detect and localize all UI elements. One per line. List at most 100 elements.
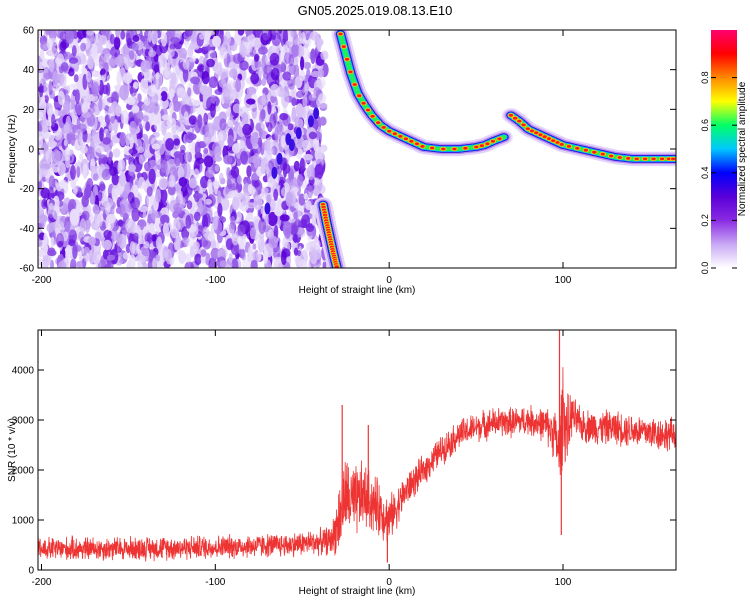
spectrogram-cell — [180, 197, 186, 205]
spectrogram-cell — [193, 211, 201, 222]
spectrogram-cell — [244, 30, 253, 36]
spectrogram-cell — [81, 111, 92, 119]
spectrogram-cell — [47, 213, 54, 224]
spectrogram-cell — [46, 37, 54, 49]
spectrogram-cell — [210, 103, 216, 118]
spectrogram-cell — [190, 76, 201, 85]
spectrogram-cell — [240, 150, 249, 165]
spectrogram-cell — [69, 209, 80, 226]
ridge-peak — [341, 45, 346, 48]
spectrogram-cell — [264, 202, 271, 215]
spectrogram-cell — [250, 260, 258, 268]
spectrogram-cell — [184, 30, 193, 37]
spectrogram-cell — [305, 200, 312, 211]
spectrogram-cell — [248, 254, 254, 262]
spectrogram-cell — [63, 121, 70, 135]
spectrogram-cell — [43, 94, 49, 104]
spectrogram-cell — [119, 67, 126, 81]
spectrogram-cell — [249, 148, 254, 158]
spectrogram-cell — [63, 139, 68, 147]
spectrogram-cell — [74, 138, 83, 151]
spectrogram-cell — [51, 166, 60, 173]
spectrogram-cell — [76, 166, 81, 178]
spectrogram-cell — [47, 139, 58, 148]
spectrogram-cell — [87, 55, 94, 70]
spectrogram-cell — [126, 260, 132, 268]
spectrogram-cell — [170, 125, 181, 136]
spectrogram-cell — [139, 246, 150, 262]
spectrogram-cell — [271, 32, 282, 47]
spectrogram-cell — [218, 78, 226, 88]
spectrogram-cell — [193, 168, 200, 179]
spectrogram-cell — [127, 164, 137, 172]
spectrogram-cell — [306, 185, 314, 199]
spectrogram-cell — [237, 224, 246, 237]
spectrogram-cell — [301, 214, 311, 229]
spectrogram-cell — [92, 204, 100, 215]
spectrogram-cell — [298, 259, 308, 268]
spectrogram-cell — [241, 192, 251, 206]
spectrogram-cell — [45, 149, 55, 163]
spectrogram-cell — [221, 41, 230, 51]
spectrogram-cell — [132, 242, 139, 255]
spectrogram-cell — [197, 63, 205, 72]
spectrogram-cell — [203, 112, 209, 126]
spectrogram-cell — [48, 46, 58, 58]
ridge-peak — [352, 83, 357, 86]
spectrogram-cell — [72, 89, 77, 97]
spectrogram-cell — [187, 87, 192, 97]
spectrogram-cell — [126, 38, 133, 47]
spectrogram-cell — [217, 202, 223, 217]
spectrogram-cell — [97, 115, 105, 123]
spectrogram-cell — [131, 42, 139, 52]
spectrogram-cell — [231, 234, 239, 246]
spectrogram-cell — [73, 74, 79, 83]
spectrogram-cell — [43, 82, 49, 96]
spectrogram-cell — [58, 260, 67, 268]
spectrogram-cell — [80, 42, 86, 52]
spectrogram-cell — [160, 159, 168, 174]
spectrogram-cell — [70, 258, 76, 265]
spectrogram-cell — [70, 164, 76, 180]
spectrogram-cell — [158, 59, 164, 74]
spectrogram-cell — [100, 30, 111, 36]
spectrogram-cell — [82, 67, 88, 75]
spectrogram-cell — [261, 78, 267, 86]
spectrogram-cell — [286, 256, 291, 263]
spectrogram-cell — [230, 165, 240, 179]
spectrogram-cell — [246, 212, 254, 221]
spectrogram-cell — [49, 58, 55, 73]
spectrogram-cell — [200, 175, 209, 189]
spectrogram-cell — [184, 261, 194, 268]
spectrogram-cell — [302, 94, 308, 108]
spectrogram-cell — [60, 62, 69, 72]
spectrogram-cell — [148, 50, 157, 57]
spectrogram-cell — [160, 86, 169, 94]
spectrogram-cell — [77, 187, 82, 195]
spectrogram-cell — [115, 30, 121, 39]
spectrogram-cell — [263, 64, 273, 76]
spectrogram-cell — [279, 112, 289, 121]
spectrogram-cell — [303, 61, 312, 70]
spectrogram-cell — [262, 157, 268, 170]
spectrogram-cell — [159, 97, 169, 109]
spectrogram-cell — [48, 202, 54, 211]
spectrogram-cell — [57, 90, 65, 105]
spectrogram-cell — [295, 103, 304, 118]
spectrogram-cell — [80, 85, 90, 100]
spectrogram-cell — [72, 243, 78, 260]
spectrogram-cell — [249, 227, 257, 240]
spectrogram-cell — [48, 80, 54, 96]
spectrogram-cell — [261, 93, 267, 106]
spectrogram-cell — [207, 233, 216, 242]
spectrogram-cell — [82, 246, 91, 263]
spectrogram-cell — [42, 254, 52, 267]
spectrogram-cell — [212, 216, 218, 231]
spectrogram-cell — [132, 30, 137, 36]
spectrogram-cell — [303, 153, 313, 161]
spectrogram-cell — [140, 78, 149, 93]
spectrogram-cell — [200, 249, 207, 257]
spectrogram-cell — [319, 116, 327, 126]
spectrogram-cell — [79, 218, 86, 234]
